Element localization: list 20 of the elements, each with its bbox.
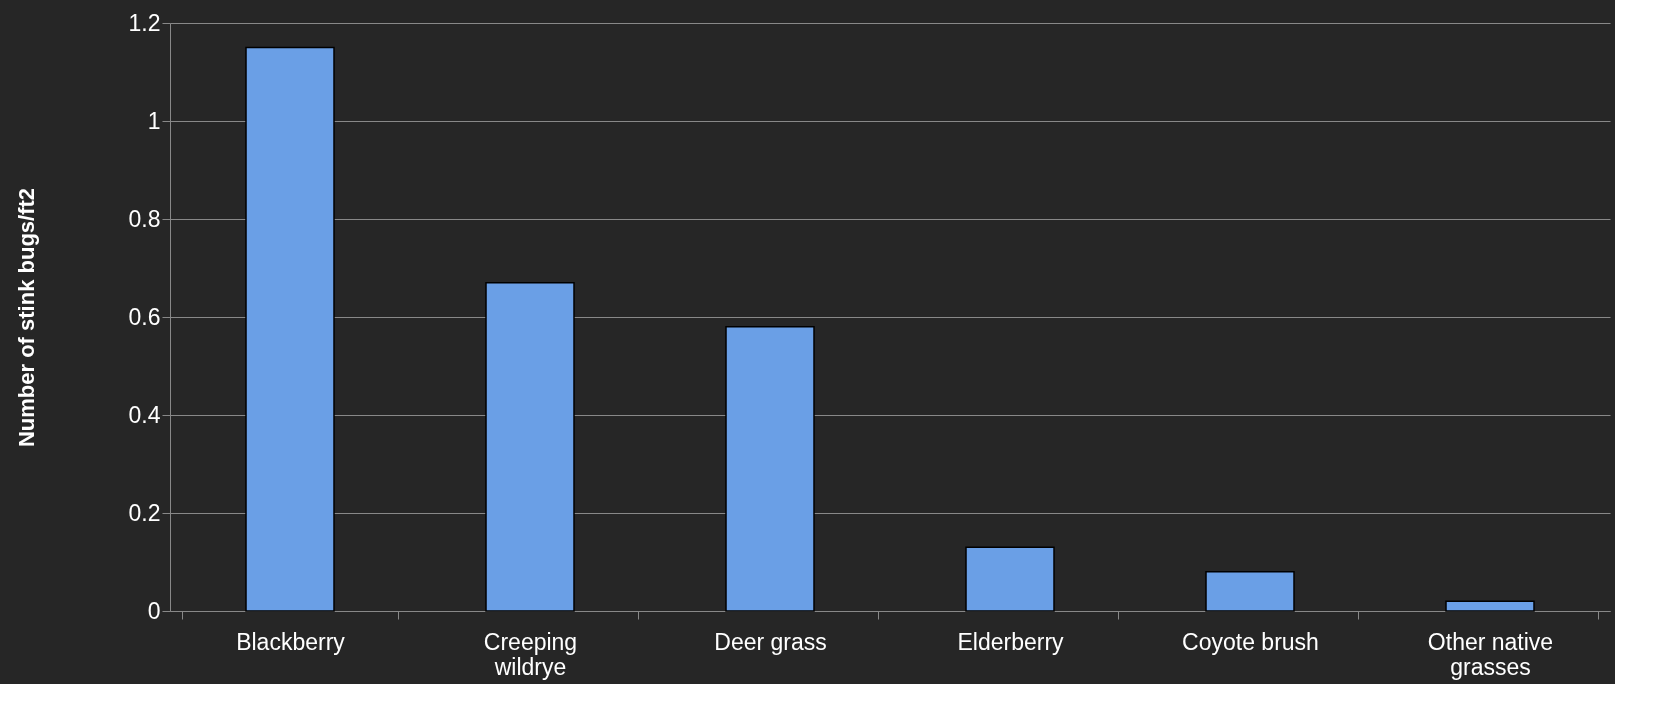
y-tick-label: 0	[147, 597, 161, 624]
x-tick-label: Other native grasses	[1427, 628, 1554, 680]
y-tick-label: 0.6	[128, 303, 161, 330]
y-tick-label: 1.2	[128, 9, 161, 36]
bar	[965, 546, 1055, 612]
x-tick-label: Elderberry	[957, 628, 1065, 655]
x-tick-label: Deer grass	[714, 628, 827, 655]
x-tick-label: Coyote brush	[1182, 628, 1319, 655]
y-tick-label: 1	[147, 107, 161, 134]
bar	[725, 326, 815, 612]
y-tick-label: 0.4	[128, 401, 161, 428]
y-tick-label: 0.2	[128, 499, 161, 526]
bar	[1205, 571, 1295, 612]
y-tick-label: 0.8	[128, 205, 161, 232]
bar	[245, 46, 335, 612]
bar	[485, 281, 575, 612]
x-tick-label: Blackberry	[236, 628, 346, 655]
bar	[1445, 600, 1535, 612]
y-axis-title: Number of stink bugs/ft2	[13, 187, 39, 448]
x-tick-label: Creeping wildrye	[483, 628, 578, 680]
